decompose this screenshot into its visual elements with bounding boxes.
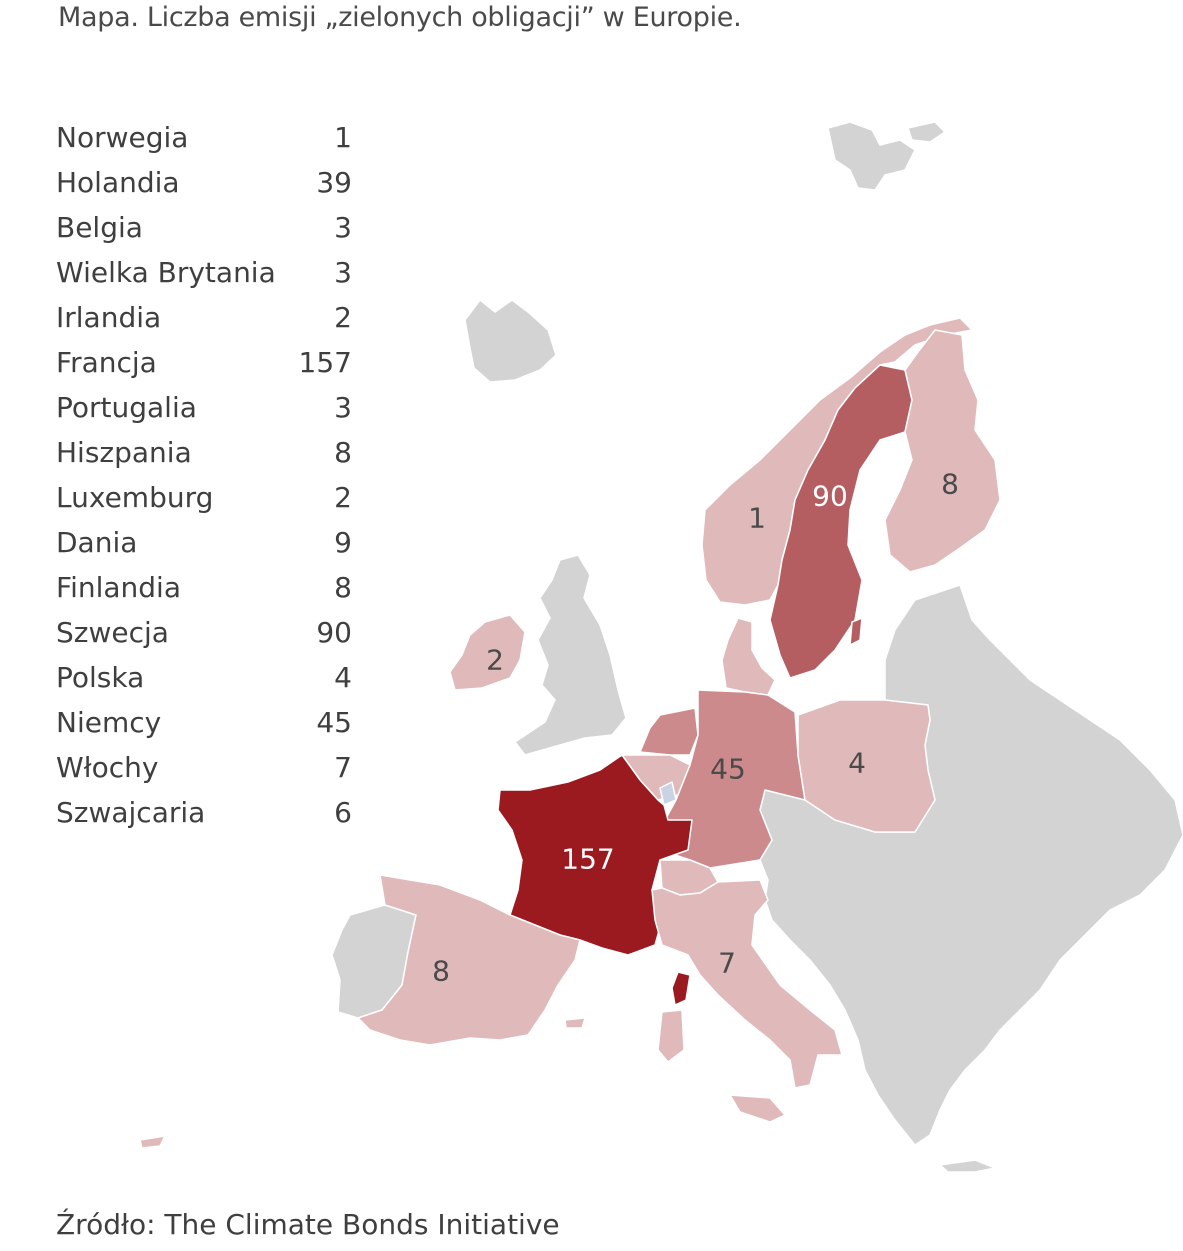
legend-row: Holandia 39 — [56, 160, 352, 205]
netherlands-shape — [639, 707, 699, 756]
legend-row: Szwajcaria 6 — [56, 790, 352, 835]
map-label-france: 157 — [561, 843, 614, 876]
map-title: Mapa. Liczba emisji „zielonych obligacji… — [58, 2, 742, 33]
map-label-italy: 7 — [718, 947, 736, 980]
legend-value: 45 — [316, 706, 352, 739]
legend-country: Szwajcaria — [56, 796, 206, 829]
legend-row: Norwegia 1 — [56, 115, 352, 160]
legend-country: Szwecja — [56, 616, 169, 649]
map-label-poland: 4 — [848, 747, 866, 780]
corsica-shape — [671, 971, 691, 1006]
sweden-shape — [769, 364, 913, 679]
denmark-shape — [721, 617, 776, 696]
source-note: Źródło: The Climate Bonds Initiative — [56, 1208, 560, 1241]
legend-country: Irlandia — [56, 301, 162, 334]
germany-shape — [659, 689, 806, 869]
legend-country: Portugalia — [56, 391, 197, 424]
legend-value: 3 — [334, 211, 352, 244]
legend-value: 157 — [298, 346, 352, 379]
spain-shape — [357, 874, 581, 1046]
legend-country: Hiszpania — [56, 436, 192, 469]
map-label-spain: 8 — [432, 955, 450, 988]
legend-country: Belgia — [56, 211, 143, 244]
map-label-ireland: 2 — [486, 644, 504, 677]
legend-row: Włochy 7 — [56, 745, 352, 790]
legend-value: 8 — [334, 436, 352, 469]
greece-islands-shape — [939, 1159, 996, 1173]
legend-value: 6 — [334, 796, 352, 829]
eastern-europe-shape — [759, 584, 1183, 1146]
legend-value: 90 — [316, 616, 352, 649]
legend-country: Dania — [56, 526, 138, 559]
legend-value: 39 — [316, 166, 352, 199]
balearic-shape — [564, 1017, 586, 1029]
svalbard-shape — [827, 121, 916, 191]
canary-shape — [139, 1135, 166, 1149]
legend-country: Finlandia — [56, 571, 181, 604]
legend-row: Hiszpania 8 — [56, 430, 352, 475]
legend-country: Norwegia — [56, 121, 189, 154]
ireland-shape — [449, 614, 526, 691]
map-label-finland: 8 — [941, 468, 959, 501]
map-label-norway: 1 — [748, 502, 766, 535]
legend-row: Polska 4 — [56, 655, 352, 700]
finland-shape — [884, 329, 1001, 573]
legend-value: 9 — [334, 526, 352, 559]
legend-row: Luxemburg 2 — [56, 475, 352, 520]
legend-value: 4 — [334, 661, 352, 694]
legend-value: 3 — [334, 256, 352, 289]
legend-row: Szwecja 90 — [56, 610, 352, 655]
legend-country: Wielka Brytania — [56, 256, 276, 289]
legend-row: Irlandia 2 — [56, 295, 352, 340]
legend-table: Norwegia 1 Holandia 39 Belgia 3 Wielka Bryt… — [56, 115, 352, 835]
map-label-germany: 45 — [710, 753, 746, 786]
italy-shape — [651, 879, 843, 1089]
legend-row: Finlandia 8 — [56, 565, 352, 610]
svalbard-east-shape — [907, 121, 946, 143]
legend-row: Francja 157 — [56, 340, 352, 385]
legend-value: 7 — [334, 751, 352, 784]
great-britain-shape — [514, 554, 627, 756]
poland-shape — [797, 699, 936, 833]
map-label-sweden: 90 — [812, 480, 848, 513]
legend-country: Niemcy — [56, 706, 162, 739]
legend-row: Belgia 3 — [56, 205, 352, 250]
legend-row: Wielka Brytania 3 — [56, 250, 352, 295]
iceland-shape — [464, 299, 557, 383]
legend-country: Holandia — [56, 166, 180, 199]
legend-value: 2 — [334, 481, 352, 514]
legend-country: Włochy — [56, 751, 159, 784]
gotland-shape — [849, 617, 863, 646]
legend-row: Dania 9 — [56, 520, 352, 565]
legend-country: Francja — [56, 346, 157, 379]
legend-value: 8 — [334, 571, 352, 604]
legend-value: 3 — [334, 391, 352, 424]
legend-row: Portugalia 3 — [56, 385, 352, 430]
legend-value: 1 — [334, 121, 352, 154]
legend-row: Niemcy 45 — [56, 700, 352, 745]
sardinia-shape — [657, 1009, 685, 1063]
legend-value: 2 — [334, 301, 352, 334]
legend-country: Polska — [56, 661, 145, 694]
legend-country: Luxemburg — [56, 481, 214, 514]
sicily-shape — [729, 1094, 786, 1123]
